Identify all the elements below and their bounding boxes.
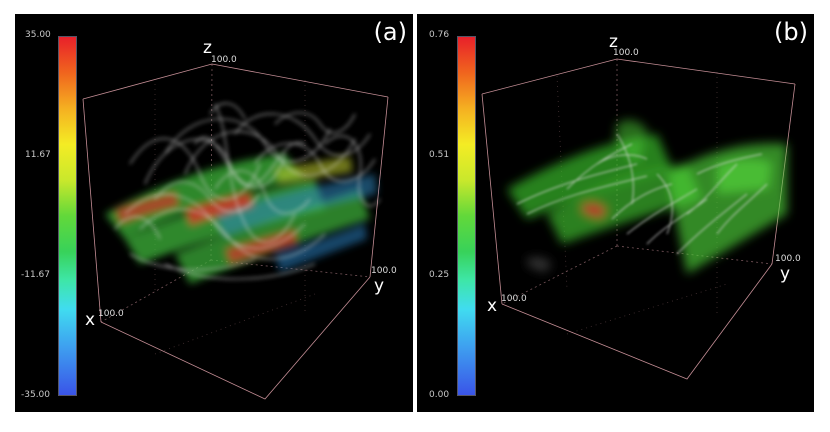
- axis-x-label-b: x: [487, 296, 498, 316]
- axis-y-label-a: y: [374, 276, 385, 296]
- axis-y-max-b: 100.0: [775, 254, 801, 264]
- axis-y-max-a: 100.0: [371, 266, 397, 276]
- field-bands-a: [105, 154, 377, 284]
- axis-z-max-b: 100.0: [613, 48, 639, 58]
- colorbar-a-tick-2: 11.67: [25, 150, 51, 160]
- volume-render-a: [82, 63, 389, 400]
- axis-z-max-a: 100.0: [211, 55, 237, 65]
- axis-z-label-a: z: [203, 38, 212, 58]
- panel-b: 0.76 0.51 0.25 0.00 z 100.0 x 100.0 y 10…: [417, 14, 814, 412]
- colorbar-b: [457, 36, 476, 396]
- streamlines-a: [114, 102, 381, 280]
- colorbar-a: [58, 36, 77, 396]
- field-bands-b: [507, 120, 787, 274]
- panel-label-a: (a): [373, 18, 407, 46]
- axis-x-max-a: 100.0: [98, 309, 124, 319]
- colorbar-b-tick-2: 0.51: [429, 150, 450, 160]
- axis-x-label-a: x: [85, 310, 96, 330]
- streamlines-b: [516, 133, 768, 255]
- axis-z-label-b: z: [609, 32, 618, 52]
- colorbar-a-tick-3: -11.67: [21, 270, 51, 280]
- colorbar-b-tick-min: 0.00: [429, 390, 450, 400]
- panel-label-b: (b): [774, 18, 808, 46]
- axis-y-label-b: y: [780, 264, 791, 284]
- colorbar-b-tick-3: 0.25: [429, 270, 450, 280]
- panel-a: 35.00 11.67 -11.67 -35.00 z 100.0 x 100.…: [15, 14, 413, 412]
- colorbar-b-tick-max: 0.76: [429, 30, 450, 40]
- colorbar-a-tick-min: -35.00: [21, 390, 51, 400]
- axis-x-max-b: 100.0: [501, 294, 527, 304]
- bounding-box-a: [82, 63, 389, 400]
- colorbar-a-tick-max: 35.00: [25, 30, 51, 40]
- volume-render-b: [481, 58, 796, 380]
